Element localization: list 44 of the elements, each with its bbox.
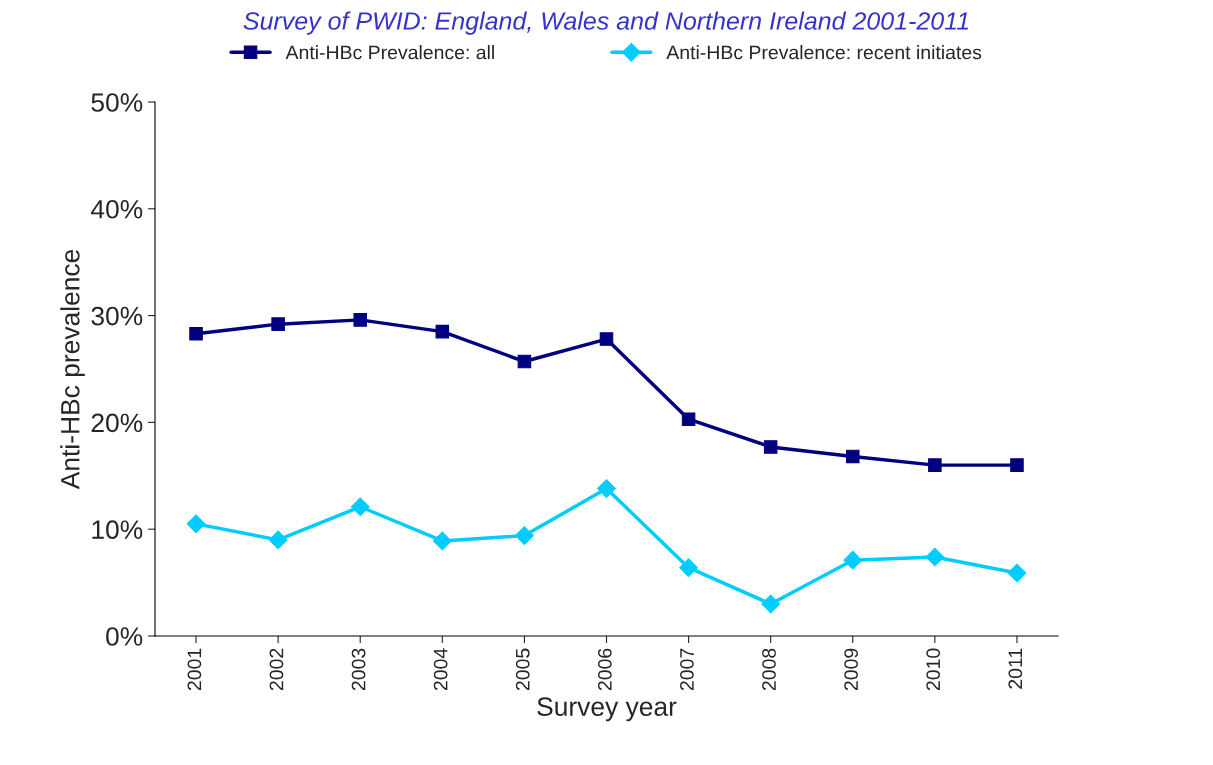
point	[1007, 563, 1027, 583]
point	[763, 440, 778, 454]
y-tick-label: 20%	[91, 413, 143, 433]
chart-title: Survey of PWID: England, Wales and Northern Ireland 2001-2011	[243, 11, 969, 35]
point	[928, 458, 942, 472]
x-tick-label: 2007	[680, 648, 694, 691]
point	[271, 317, 285, 331]
point	[350, 497, 370, 517]
x-tick-label: 2008	[762, 648, 776, 691]
y-tick-label: 0%	[106, 627, 143, 646]
point	[515, 526, 534, 545]
point	[843, 550, 863, 570]
x-tick-label: 2005	[515, 648, 530, 691]
point	[517, 354, 532, 369]
x-tick-label: 2006	[597, 648, 612, 691]
x-tick-label: 2001	[187, 648, 202, 691]
legend-label: Anti-HBc Prevalence: recent initiates	[666, 45, 982, 60]
point	[679, 558, 698, 578]
y-axis-title: Anti-HBc prevalence	[60, 249, 85, 490]
point	[681, 412, 696, 426]
y-tick-label: 10%	[92, 520, 143, 540]
x-tick-label: 2004	[433, 648, 448, 691]
point	[435, 324, 450, 339]
point	[1010, 458, 1024, 472]
point	[186, 514, 206, 534]
x-tick-label: 2003	[351, 648, 366, 691]
point	[761, 594, 781, 614]
y-tick-label: 40%	[90, 199, 143, 219]
point	[268, 530, 288, 550]
point	[846, 449, 860, 464]
point	[432, 531, 452, 551]
x-tick-label: 2010	[926, 648, 941, 691]
y-tick-label: 50%	[91, 93, 143, 112]
point	[353, 313, 367, 327]
x-tick-label: 2011	[1008, 648, 1023, 689]
point	[599, 332, 614, 346]
y-tick-label: 30%	[91, 306, 143, 326]
x-axis-title: Survey year	[537, 697, 677, 722]
legend-label: Anti-HBc Prevalence: all	[285, 45, 494, 60]
point	[189, 326, 203, 341]
x-tick-label: 2009	[844, 648, 858, 691]
x-tick-label: 2002	[269, 648, 284, 691]
point	[597, 479, 616, 498]
point	[925, 547, 945, 567]
